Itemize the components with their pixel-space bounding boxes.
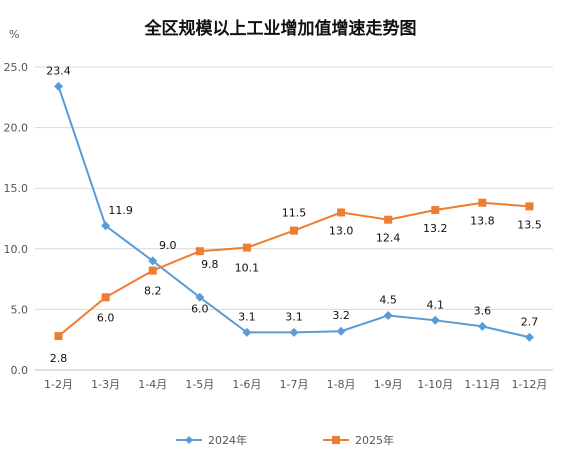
x-tick-label: 1-12月 bbox=[511, 378, 547, 391]
data-point-marker bbox=[195, 247, 204, 256]
x-tick-label: 1-9月 bbox=[374, 378, 403, 391]
data-point-marker bbox=[148, 266, 157, 275]
data-label: 8.2 bbox=[144, 285, 162, 298]
data-label: 3.1 bbox=[285, 310, 303, 323]
x-tick-label: 1-11月 bbox=[464, 378, 500, 391]
legend-label: 2025年 bbox=[355, 433, 394, 447]
data-point-marker bbox=[431, 206, 440, 215]
x-tick-label: 1-10月 bbox=[417, 378, 453, 391]
legend-marker bbox=[332, 436, 340, 444]
data-label: 11.5 bbox=[282, 207, 307, 220]
data-point-marker bbox=[384, 215, 393, 224]
x-tick-label: 1-7月 bbox=[280, 378, 309, 391]
data-point-marker bbox=[101, 293, 110, 302]
data-point-marker bbox=[148, 256, 158, 266]
data-point-marker bbox=[337, 208, 346, 217]
y-tick-label: 15.0 bbox=[4, 182, 29, 195]
data-label: 12.4 bbox=[376, 232, 401, 245]
x-tick-label: 1-3月 bbox=[91, 378, 120, 391]
data-label: 4.1 bbox=[427, 298, 445, 311]
data-point-marker bbox=[101, 221, 111, 231]
data-point-marker bbox=[242, 243, 251, 252]
y-tick-label: 5.0 bbox=[11, 303, 29, 316]
data-point-marker bbox=[477, 321, 487, 331]
y-tick-label: 10.0 bbox=[4, 243, 29, 256]
data-label: 9.0 bbox=[159, 239, 177, 252]
data-label: 2.7 bbox=[521, 315, 539, 328]
data-point-marker bbox=[290, 226, 298, 235]
x-tick-label: 1-6月 bbox=[232, 378, 261, 391]
y-axis-label: % bbox=[9, 28, 19, 41]
data-label: 3.6 bbox=[474, 304, 492, 317]
x-tick-label: 1-8月 bbox=[327, 378, 356, 391]
data-label: 13.0 bbox=[329, 224, 354, 237]
y-tick-label: 0.0 bbox=[11, 364, 29, 377]
legend-marker bbox=[185, 436, 193, 444]
data-label: 9.8 bbox=[201, 258, 219, 271]
legend-label: 2024年 bbox=[208, 433, 247, 447]
data-point-marker bbox=[525, 202, 534, 211]
data-label: 13.5 bbox=[517, 218, 542, 231]
data-label: 23.4 bbox=[46, 64, 71, 77]
data-label: 13.2 bbox=[423, 222, 448, 235]
y-tick-label: 25.0 bbox=[4, 61, 29, 74]
data-point-marker bbox=[195, 292, 205, 302]
data-point-marker bbox=[336, 326, 346, 336]
data-point-marker bbox=[289, 327, 299, 337]
data-label: 3.1 bbox=[238, 310, 256, 323]
data-point-marker bbox=[524, 332, 534, 342]
data-label: 4.5 bbox=[379, 293, 397, 306]
data-point-marker bbox=[430, 315, 440, 325]
data-label: 11.9 bbox=[108, 204, 133, 217]
y-tick-label: 20.0 bbox=[4, 122, 29, 135]
chart-title: 全区规模以上工业增加值增速走势图 bbox=[144, 19, 417, 39]
data-point-marker bbox=[54, 332, 63, 341]
data-point-marker bbox=[478, 198, 487, 207]
data-point-marker bbox=[54, 81, 64, 91]
data-label: 6.0 bbox=[191, 302, 209, 315]
data-point-marker bbox=[383, 310, 393, 320]
data-label: 10.1 bbox=[235, 262, 260, 275]
x-tick-label: 1-5月 bbox=[185, 378, 214, 391]
x-tick-label: 1-4月 bbox=[138, 378, 167, 391]
x-tick-label: 1-2月 bbox=[44, 378, 73, 391]
data-label: 3.2 bbox=[332, 309, 350, 322]
data-label: 2.8 bbox=[50, 352, 68, 365]
data-point-marker bbox=[242, 327, 252, 337]
data-label: 13.8 bbox=[470, 215, 495, 228]
data-label: 6.0 bbox=[97, 311, 115, 324]
